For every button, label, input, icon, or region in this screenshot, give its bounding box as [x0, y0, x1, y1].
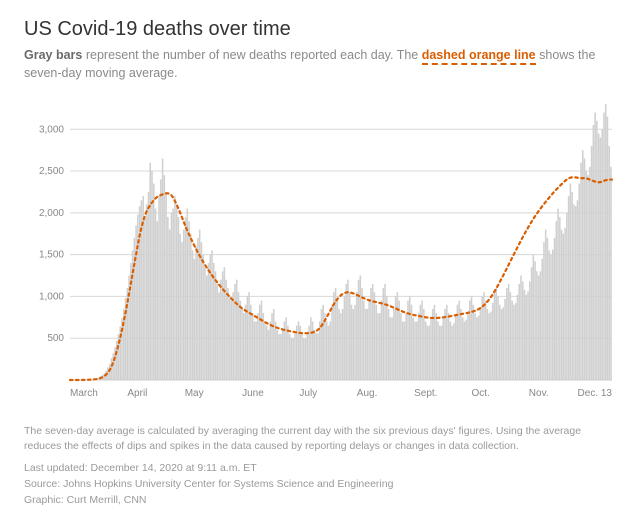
- chart-metadata: Last updated: December 14, 2020 at 9:11 …: [24, 461, 616, 507]
- svg-text:March: March: [70, 388, 98, 399]
- svg-text:June: June: [242, 388, 264, 399]
- svg-text:July: July: [299, 388, 317, 399]
- chart-subtitle: Gray bars represent the number of new de…: [24, 47, 616, 82]
- svg-text:3,000: 3,000: [39, 124, 64, 135]
- svg-text:500: 500: [47, 333, 64, 344]
- meta-source: Source: Johns Hopkins University Center …: [24, 477, 616, 492]
- covid-deaths-chart: 500 1,000 1,500 2,000 2,500 3,000 March April Ma…: [24, 92, 616, 412]
- subtitle-text-1: represent the number of new deaths repor…: [82, 48, 421, 62]
- chart-footnote: The seven-day average is calculated by a…: [24, 424, 616, 453]
- meta-graphic: Graphic: Curt Merrill, CNN: [24, 493, 616, 508]
- svg-text:1,000: 1,000: [39, 291, 64, 302]
- svg-text:2,000: 2,000: [39, 208, 64, 219]
- svg-text:Sept.: Sept.: [414, 388, 437, 399]
- svg-text:2,500: 2,500: [39, 166, 64, 177]
- chart-container: 500 1,000 1,500 2,000 2,500 3,000 March April Ma…: [24, 92, 616, 412]
- svg-text:Aug.: Aug.: [357, 388, 378, 399]
- svg-text:May: May: [185, 388, 204, 399]
- chart-title: US Covid-19 deaths over time: [24, 18, 616, 41]
- svg-text:Nov.: Nov.: [529, 388, 549, 399]
- svg-text:Oct.: Oct.: [472, 388, 490, 399]
- meta-last-updated: Last updated: December 14, 2020 at 9:11 …: [24, 461, 616, 476]
- subtitle-orange-bold: dashed orange line: [422, 48, 536, 65]
- svg-text:April: April: [127, 388, 147, 399]
- svg-text:1,500: 1,500: [39, 250, 64, 261]
- subtitle-gray-bold: Gray bars: [24, 48, 82, 62]
- svg-text:Dec. 13: Dec. 13: [578, 388, 613, 399]
